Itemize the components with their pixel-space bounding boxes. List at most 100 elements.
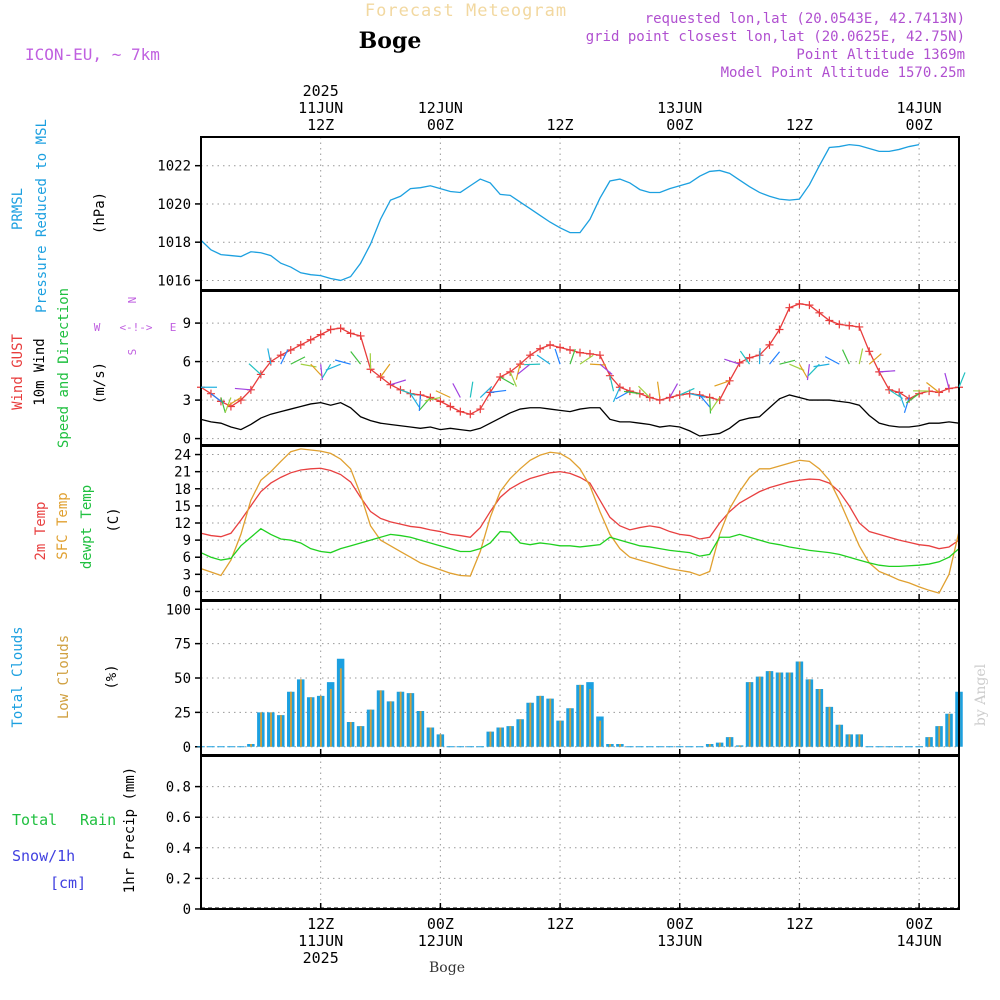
ytick-label: 3 bbox=[183, 393, 191, 409]
ytick-label: 50 bbox=[174, 671, 191, 687]
gust-point bbox=[536, 344, 545, 353]
low-cloud-label: Low Clouds bbox=[56, 635, 72, 719]
gust-point bbox=[236, 396, 245, 405]
low-cloud-bar bbox=[818, 689, 821, 747]
low-cloud-bar bbox=[250, 744, 252, 747]
compass-east: E bbox=[170, 321, 177, 334]
gust-point bbox=[645, 393, 654, 402]
gust-point bbox=[526, 351, 535, 360]
bottom-time-label: 13JUN bbox=[657, 932, 702, 950]
wind-arrow bbox=[638, 385, 651, 398]
gust-point bbox=[466, 410, 475, 419]
series-prmsl bbox=[200, 143, 920, 282]
gust-point bbox=[585, 349, 594, 358]
wind-arrow bbox=[858, 348, 864, 365]
model-label: ICON-EU, ~ 7km bbox=[25, 45, 160, 64]
wind-arrow bbox=[290, 356, 306, 365]
ytick-label: 6 bbox=[183, 550, 191, 566]
wind-arrow bbox=[841, 349, 850, 365]
low-cloud-bar bbox=[329, 689, 332, 747]
compass-north: N bbox=[126, 297, 139, 304]
gust-point bbox=[835, 320, 844, 329]
point-altitude: Point Altitude 1369m bbox=[796, 47, 965, 63]
ytick-label: 21 bbox=[174, 465, 191, 481]
bottom-time-label: 00Z bbox=[666, 915, 693, 933]
plot-panels: 1016101810201022036903691215182124025507… bbox=[157, 136, 966, 918]
compass-south: S bbox=[126, 349, 139, 356]
ytick-label: 100 bbox=[166, 602, 191, 618]
ytick-label: 0 bbox=[183, 902, 191, 918]
wind-arrow bbox=[509, 371, 517, 387]
gust-point bbox=[296, 340, 305, 349]
gust-point bbox=[256, 370, 265, 379]
wind-arrow bbox=[267, 348, 272, 365]
low-cloud-bar bbox=[609, 744, 612, 747]
gust-point bbox=[436, 397, 445, 406]
wind-arrows bbox=[201, 348, 966, 414]
series-dewpt-temp bbox=[200, 527, 960, 567]
top-time-label: 00Z bbox=[427, 116, 454, 134]
low-cloud-bar bbox=[728, 737, 731, 747]
wind-ylabel: (m/s) bbox=[92, 362, 108, 404]
wind-arrow bbox=[524, 363, 541, 366]
bottom-time-label: 2025 bbox=[303, 949, 339, 967]
gust-point bbox=[715, 396, 724, 405]
low-cloud-bar bbox=[359, 726, 362, 747]
wind-arrow bbox=[739, 350, 751, 365]
wind-arrow bbox=[714, 380, 730, 387]
gust-point bbox=[805, 301, 814, 310]
wind-arrow bbox=[879, 370, 896, 373]
ytick-label: 9 bbox=[183, 533, 191, 549]
gust-point bbox=[895, 388, 904, 397]
gust-point bbox=[456, 407, 465, 416]
ytick-label: 9 bbox=[183, 316, 191, 332]
pressure-frame bbox=[200, 136, 960, 291]
ytick-label: 0 bbox=[183, 584, 191, 600]
wind-arrow bbox=[813, 363, 830, 368]
gust-point bbox=[546, 340, 555, 349]
model-altitude: Model Point Altitude 1570.25m bbox=[721, 65, 965, 81]
wind-arrow bbox=[944, 372, 950, 389]
wind-arrow bbox=[579, 354, 594, 365]
wind-arrow bbox=[390, 379, 406, 386]
wind-arrow bbox=[806, 364, 810, 381]
wind-arrow bbox=[310, 363, 323, 377]
pressure-panel: 1016 1018 1020 1022 bbox=[157, 136, 960, 291]
low-cloud-bar bbox=[419, 711, 422, 747]
top-time-label: 12JUN bbox=[418, 99, 463, 117]
top-time-label: 12Z bbox=[786, 116, 813, 134]
low-cloud-bar bbox=[389, 701, 392, 747]
low-cloud-bar bbox=[848, 734, 851, 747]
low-cloud-bar bbox=[808, 679, 811, 747]
wind-arrow bbox=[517, 363, 531, 375]
bottom-time-label: 12Z bbox=[307, 915, 334, 933]
ytick-label: 25 bbox=[174, 705, 191, 721]
wind-arrow bbox=[589, 363, 606, 366]
series-sfc-temp bbox=[200, 448, 960, 594]
low-cloud-bar bbox=[768, 671, 771, 747]
gust-point bbox=[665, 393, 674, 402]
low-cloud-bar bbox=[948, 713, 951, 747]
low-cloud-bar bbox=[439, 734, 442, 747]
low-cloud-bar bbox=[828, 706, 831, 747]
low-cloud-bar bbox=[399, 691, 402, 747]
precip-snow-label: Snow/1h bbox=[12, 847, 75, 865]
wind-arrow bbox=[599, 363, 613, 375]
gust-point bbox=[566, 346, 575, 355]
top-time-label: 12Z bbox=[307, 116, 334, 134]
wind-arrow bbox=[409, 393, 420, 408]
wind-arrow bbox=[798, 363, 808, 379]
top-title: Forecast Meteogram bbox=[365, 1, 567, 21]
wind-arrow bbox=[380, 363, 391, 378]
gust-point bbox=[845, 321, 854, 330]
low-cloud-bar bbox=[489, 731, 492, 747]
wind-arrow bbox=[709, 397, 712, 414]
low-cloud-bar bbox=[429, 727, 432, 747]
watermark: by Angel bbox=[973, 663, 989, 726]
ytick-label: 18 bbox=[174, 482, 191, 498]
gust-point bbox=[556, 343, 565, 352]
wind-arrow bbox=[903, 397, 910, 413]
ytick-label: 75 bbox=[174, 637, 191, 653]
wind-arrow bbox=[325, 363, 341, 371]
